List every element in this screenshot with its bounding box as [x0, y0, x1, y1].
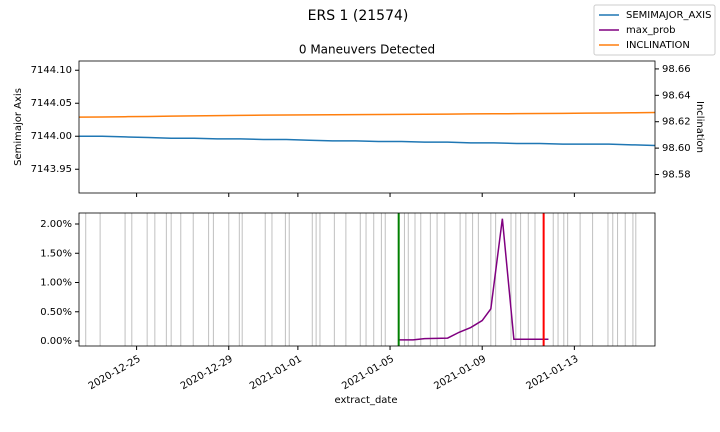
y-tick-label: 7144.00: [31, 131, 72, 142]
y-tick-label: 7143.95: [31, 164, 72, 175]
legend-label: SEMIMAJOR_AXIS: [626, 10, 711, 21]
x-tick-label: 2021-01-09: [432, 354, 488, 393]
y2-tick-label: 98.62: [662, 117, 691, 128]
y-tick-label: 2.00%: [40, 219, 72, 230]
x-tick-label: 2021-01-05: [340, 354, 396, 393]
y2-tick-label: 98.64: [662, 90, 691, 101]
y-tick-label: 1.00%: [40, 278, 72, 289]
legend-label: max_prob: [626, 25, 676, 36]
axes-frame: [78, 212, 656, 347]
y2-tick-label: 98.58: [662, 170, 691, 181]
figure-title: ERS 1 (21574): [308, 8, 409, 24]
series-line: [79, 135, 656, 147]
legend-box: [593, 4, 716, 56]
axes-title: 0 Maneuvers Detected: [299, 43, 435, 57]
x-tick-label: 2021-01-01: [248, 354, 304, 393]
x-tick-label: 2020-12-25: [87, 354, 143, 393]
y-axis-label: Semimajor Axis: [13, 88, 24, 166]
y2-axis-label: Inclination: [694, 101, 705, 153]
y-tick-label: 7144.10: [31, 65, 72, 76]
y2-tick-label: 98.60: [662, 143, 691, 154]
legend-label: INCLINATION: [626, 40, 690, 51]
y-tick-label: 0.50%: [40, 307, 72, 318]
series-line: [398, 218, 549, 341]
y2-tick-label: 98.66: [662, 64, 691, 75]
y-tick-label: 0.00%: [40, 336, 72, 347]
y-tick-label: 1.50%: [40, 248, 72, 259]
x-tick-label: 2021-01-13: [525, 354, 581, 393]
y-tick-label: 7144.05: [31, 98, 72, 109]
axes-frame: [78, 60, 656, 194]
x-tick-label: 2020-12-29: [179, 354, 235, 393]
x-axis-label: extract_date: [334, 395, 397, 406]
series-line: [78, 111, 656, 118]
